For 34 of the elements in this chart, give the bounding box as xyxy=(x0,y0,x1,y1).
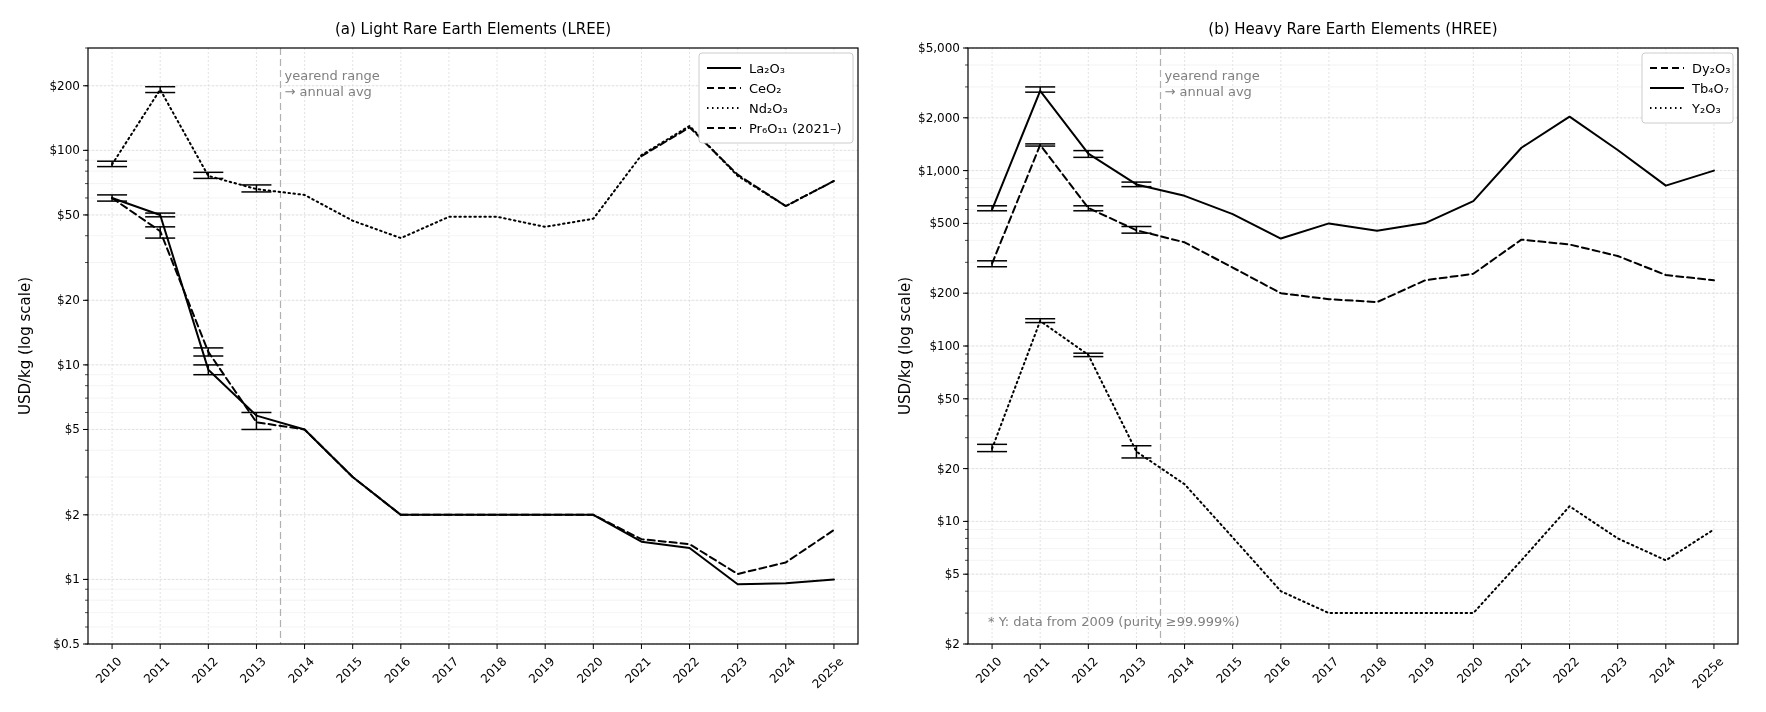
ref-line-label: yearend range → annual avg xyxy=(1164,68,1260,99)
y-tick-label: $20 xyxy=(937,461,960,476)
chart-title: (b) Heavy Rare Earth Elements (HREE) xyxy=(1208,20,1498,38)
legend-label: Dy₂O₃ xyxy=(1692,60,1731,76)
legend-label: Nd₂O₃ xyxy=(749,100,788,116)
y-tick-label: $0.5 xyxy=(53,637,80,651)
y-tick-label: $10 xyxy=(937,514,960,529)
y-tick-label: $500 xyxy=(929,216,960,231)
y-tick-label: $5 xyxy=(944,567,960,582)
y-tick-label: $5 xyxy=(64,422,80,437)
legend-label: Tb₄O₇ xyxy=(1691,80,1729,96)
y-tick-label: $2 xyxy=(944,637,960,651)
y-tick-label: $100 xyxy=(929,339,960,353)
y-tick-label: $100 xyxy=(49,143,80,158)
y-tick-label: $2 xyxy=(64,507,80,522)
ref-line-label: yearend range → annual avg xyxy=(284,68,380,99)
legend-label: Y₂O₃ xyxy=(1691,100,1721,116)
legend-label: La₂O₃ xyxy=(749,60,785,76)
chart-title: (a) Light Rare Earth Elements (LREE) xyxy=(334,20,612,38)
y-tick-label: $10 xyxy=(57,357,80,372)
legend-label: Pr₆O₁₁ (2021–) xyxy=(749,120,842,136)
legend-label: CeO₂ xyxy=(749,80,782,96)
y-tick-label: $2,000 xyxy=(918,110,960,125)
y-tick-label: $200 xyxy=(49,78,80,93)
y-tick-label: $50 xyxy=(57,207,80,222)
y-axis-title: USD/kg (log scale) xyxy=(896,276,914,416)
y-tick-label: $1 xyxy=(64,572,80,587)
y-tick-label: $1,000 xyxy=(918,163,960,178)
y-axis-title: USD/kg (log scale) xyxy=(16,276,34,416)
annotation: * Y: data from 2009 (purity ≥99.999%) xyxy=(988,614,1240,629)
y-tick-label: $5,000 xyxy=(918,41,960,55)
y-tick-label: $200 xyxy=(929,286,960,301)
y-tick-label: $20 xyxy=(57,293,80,308)
y-tick-label: $50 xyxy=(937,391,960,406)
